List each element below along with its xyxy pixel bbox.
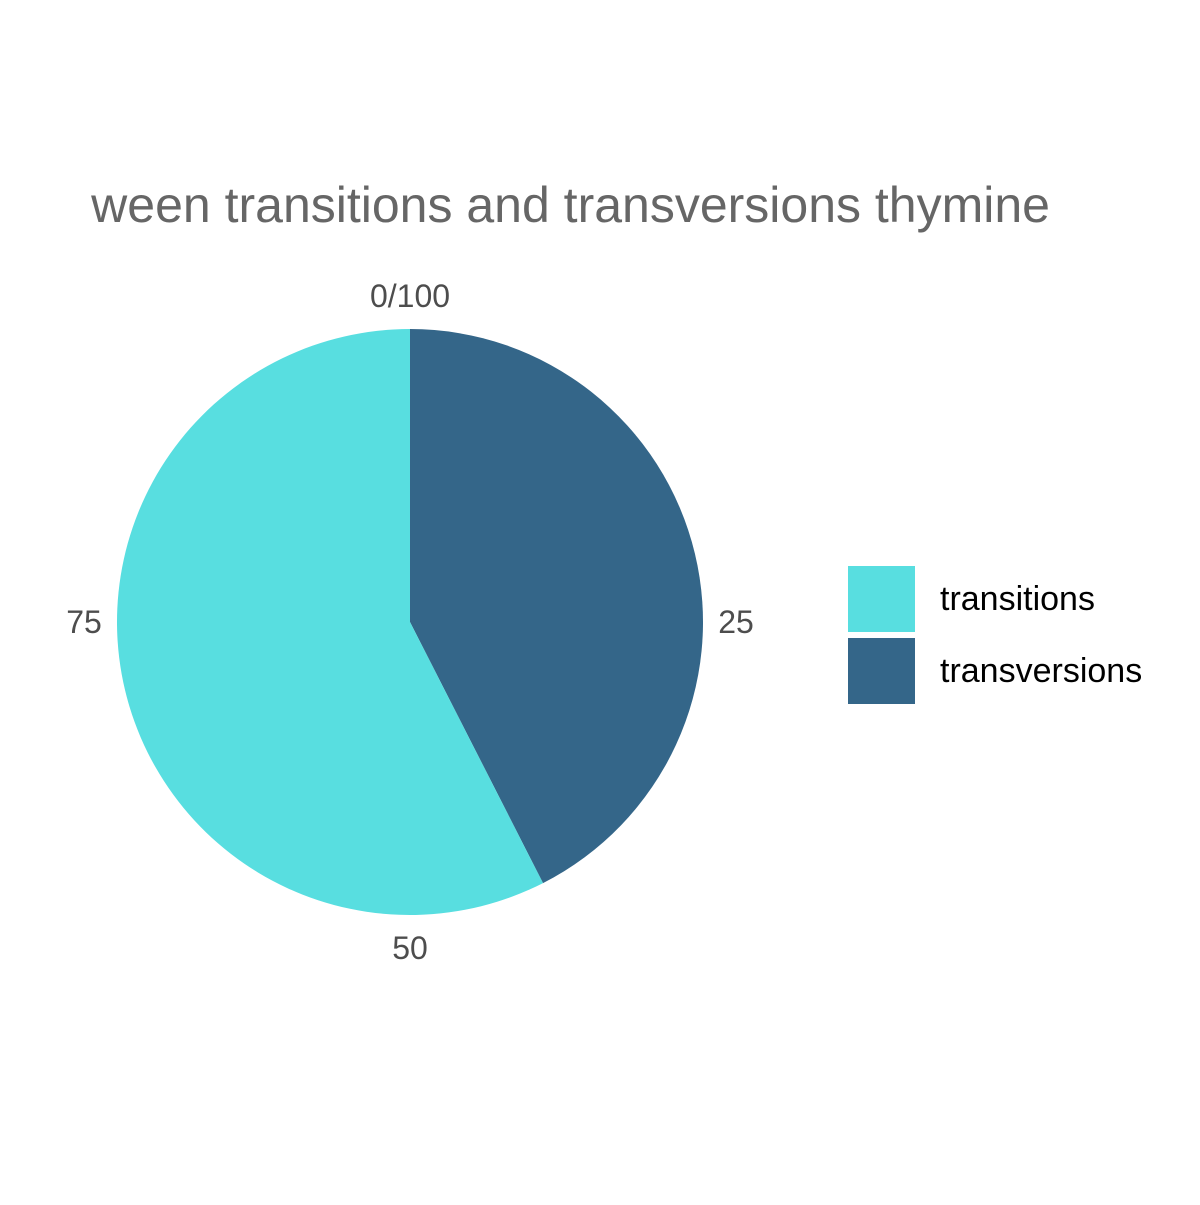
tick-label: 0/100 xyxy=(370,278,450,314)
pie-tick-labels: 0/100 25 50 75 xyxy=(66,278,754,966)
pie-slice-transversions xyxy=(410,329,704,884)
legend-label-transversions: transversions xyxy=(940,652,1142,690)
tick-label: 75 xyxy=(66,604,102,640)
pie-slices xyxy=(117,329,704,915)
legend-swatch-transversions xyxy=(848,638,915,704)
pie-slice-transitions xyxy=(117,329,544,915)
legend-swatch-transitions xyxy=(848,566,915,632)
tick-label: 50 xyxy=(392,930,428,966)
chart-title: ween transitions and transversions thymi… xyxy=(90,177,1050,233)
tick-label: 25 xyxy=(718,604,754,640)
legend-label-transitions: transitions xyxy=(940,580,1095,618)
legend: transitions transversions xyxy=(848,566,1142,704)
